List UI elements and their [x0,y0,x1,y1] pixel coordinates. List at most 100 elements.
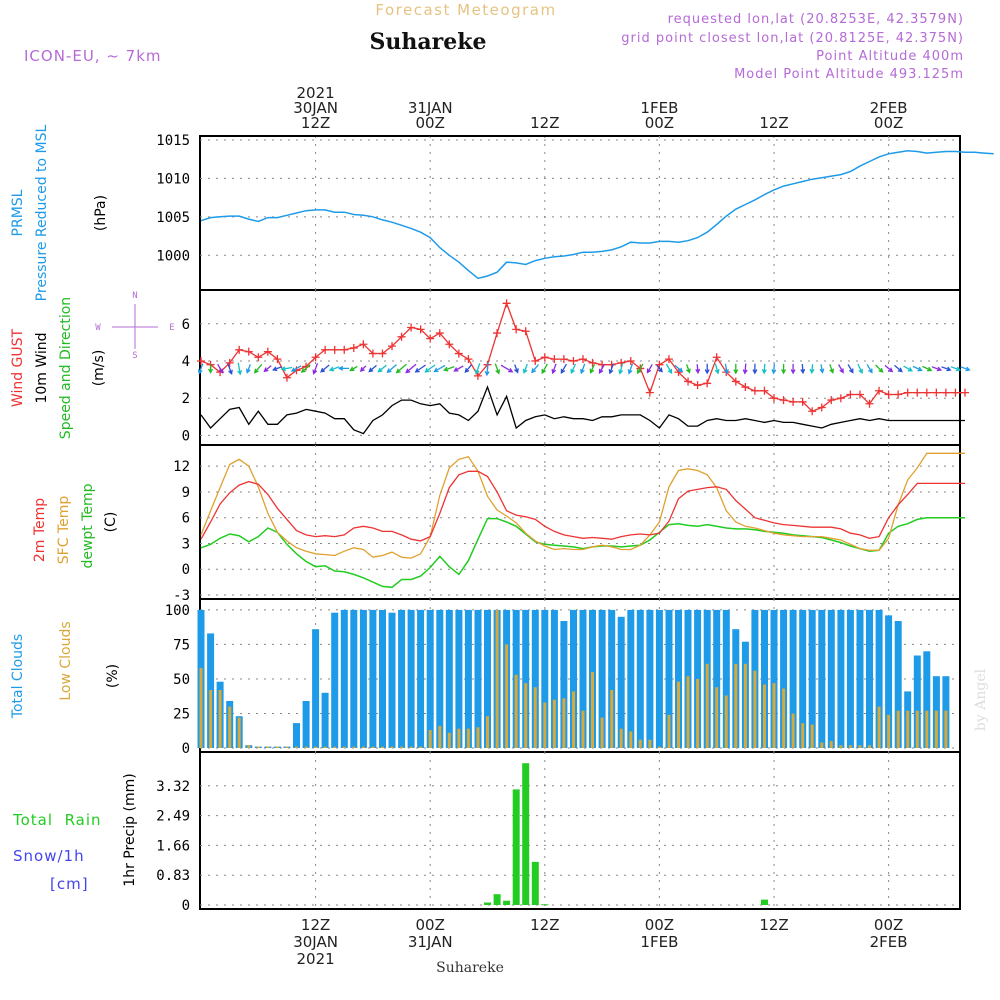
top-x-tick-label: 12Z [301,114,330,132]
wind-direction-arrow [627,363,634,375]
bottom-x-tick-label: 2FEB [870,933,908,951]
wind-unit: (m/s) [91,350,107,387]
top-x-tick-label: 00Z [416,114,445,132]
wind-labels: Wind GUST 10m Wind Speed and Direction (… [10,291,175,439]
total-clouds-bar [598,609,606,748]
wind-direction-arrow [328,366,340,372]
total-clouds-bar [426,609,434,748]
total-clouds-bar [312,629,320,748]
low-clouds-bar [400,746,404,748]
wind-gust-marker [473,371,482,380]
total-clouds-bar [808,609,816,748]
total-clouds-bar [340,609,348,748]
low-clouds-bar [295,746,298,748]
low-clouds-bar [868,745,871,748]
bottom-location: Suhareke [436,960,504,976]
low-clouds-bar [247,745,251,748]
wind-direction-arrow [386,364,397,374]
wind-gust-marker [540,353,549,362]
wind-direction-arrow [217,363,224,374]
low-clouds-bar [858,745,862,748]
low-clouds-bar [696,679,700,748]
wind-direction-arrow [646,364,653,374]
total-clouds-bar [608,609,616,748]
total-clouds-bar [827,609,835,748]
wind-direction-arrow [922,365,933,372]
top-x-tick-label: 2FEB [870,99,908,117]
wind-direction-arrow [500,364,514,373]
total-clouds-bar [331,612,339,748]
low-clouds-bar [304,746,308,748]
wind-direction-arrow [405,363,417,374]
wind-gust-marker [817,403,826,412]
wind-direction-arrow [847,364,854,374]
total-clouds-bar [722,609,730,748]
rain-bar [503,900,511,905]
wind-direction-arrow [484,361,490,377]
wind-gust-marker [875,386,884,395]
wind-direction-arrow [290,365,302,372]
wind-gust-marker [435,329,444,338]
total-clouds-bar [694,609,702,748]
wind-direction-arrow [531,364,539,374]
wind-gust-marker [559,355,568,364]
total-clouds-bar [761,609,768,748]
wind-gust-marker [464,355,473,364]
y-tick-label: 0 [182,741,190,757]
total-clouds-bar [579,609,587,748]
wind-gust-marker [197,356,205,365]
wind-direction-arrow [349,365,358,372]
temp-sfc-label: SFC Temp [56,496,72,565]
wind-direction-arrow [771,363,777,375]
compass-north: N [132,291,137,301]
bottom-x-tick-label: 00Z [645,916,674,934]
wind-gust-marker [521,327,530,336]
total-clouds-bar [407,609,415,748]
total-clouds-bar [570,609,577,748]
low-clouds-bar [562,698,566,748]
pressure-unit: (hPa) [93,195,109,231]
wind-speed-line [200,385,965,435]
wind-direction-arrow [598,363,606,374]
wind-direction-arrow [695,364,701,375]
wind-gust-marker [426,334,435,343]
bottom-x-tick-label: 1FEB [640,933,678,951]
wind-gust-marker [836,394,845,403]
wind-gust-marker [273,355,282,364]
temp-2m-line [200,470,965,542]
total-clouds-bar [560,621,568,748]
wind-gust-marker [674,368,683,377]
bottom-x-tick-label: 31JAN [408,933,453,951]
wind-gust-marker [894,390,903,399]
low-clouds-bar [495,609,499,748]
wind-direction-arrow [541,363,548,375]
bottom-x-tick-label: 12Z [301,916,330,934]
wind-gust-marker [349,343,358,352]
top-x-tick-label: 30JAN [293,99,338,117]
top-x-tick-label: 00Z [645,114,674,132]
low-clouds-label: Low Clouds [58,621,74,700]
y-tick-label: 3.32 [156,779,190,795]
low-clouds-bar [314,746,318,748]
wind-gust-marker [378,349,387,358]
wind-direction-arrow [637,363,644,375]
low-clouds-bar [915,710,919,748]
location-title: Suhareke [370,29,487,55]
wind-direction-arrow [903,365,913,372]
watermark: by Angel [973,668,989,731]
wind-direction-arrow [589,363,596,374]
y-tick-label: 0 [182,428,190,444]
wind-direction-arrow [761,363,767,375]
rain-bar [761,899,768,905]
wind-direction-arrow [453,365,464,372]
low-clouds-bar [887,714,891,748]
total-clouds-bar [885,615,893,748]
precip-ylabel: 1hr Precip (mm) [122,773,138,886]
low-clouds-bar [466,728,470,748]
low-clouds-bar [791,713,795,748]
y-tick-label: 12 [173,459,190,475]
top-x-tick-label: 12Z [759,114,788,132]
total-clouds-bar [445,609,453,748]
y-tick-label: 0.83 [156,868,190,884]
snow-label: Snow/1h [13,847,85,865]
